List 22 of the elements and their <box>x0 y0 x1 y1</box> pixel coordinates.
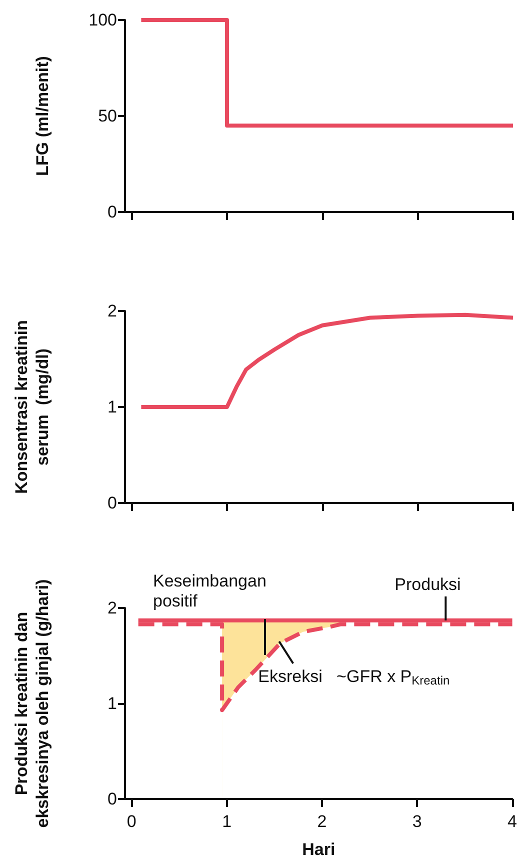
annotation: Produksi <box>394 574 461 594</box>
y-tick-label: 0 <box>108 202 117 222</box>
y-tick-label: 0 <box>108 790 117 808</box>
y-axis-title: LFG (ml/menit) <box>33 56 52 176</box>
x-tick-label: 1 <box>222 812 232 831</box>
line-series <box>136 622 514 712</box>
y-tick-label: 2 <box>108 302 117 320</box>
y-tick-label: 1 <box>108 398 117 416</box>
y-tick-label: 50 <box>98 106 117 126</box>
line-series <box>139 312 515 409</box>
x-axis-title: Hari <box>302 840 336 859</box>
x-tick-label: 3 <box>412 812 422 831</box>
x-tick-label: 2 <box>317 812 327 831</box>
y-axis-title: Produksi kreatinin dan ekskresinya oleh ginjal (g/hari) <box>12 579 52 828</box>
x-tick-label: 0 <box>126 812 136 831</box>
annotation: Keseimbangan positif <box>153 572 266 610</box>
y-axis-title: Konsentrasi kreatinin serum (mg/dl) <box>12 320 52 494</box>
y-tick-label: 2 <box>108 598 117 618</box>
y-tick-label: 100 <box>88 10 117 30</box>
y-tick-label: 0 <box>108 494 117 512</box>
x-tick-label: 4 <box>508 812 518 831</box>
y-tick-label: 1 <box>108 694 117 713</box>
